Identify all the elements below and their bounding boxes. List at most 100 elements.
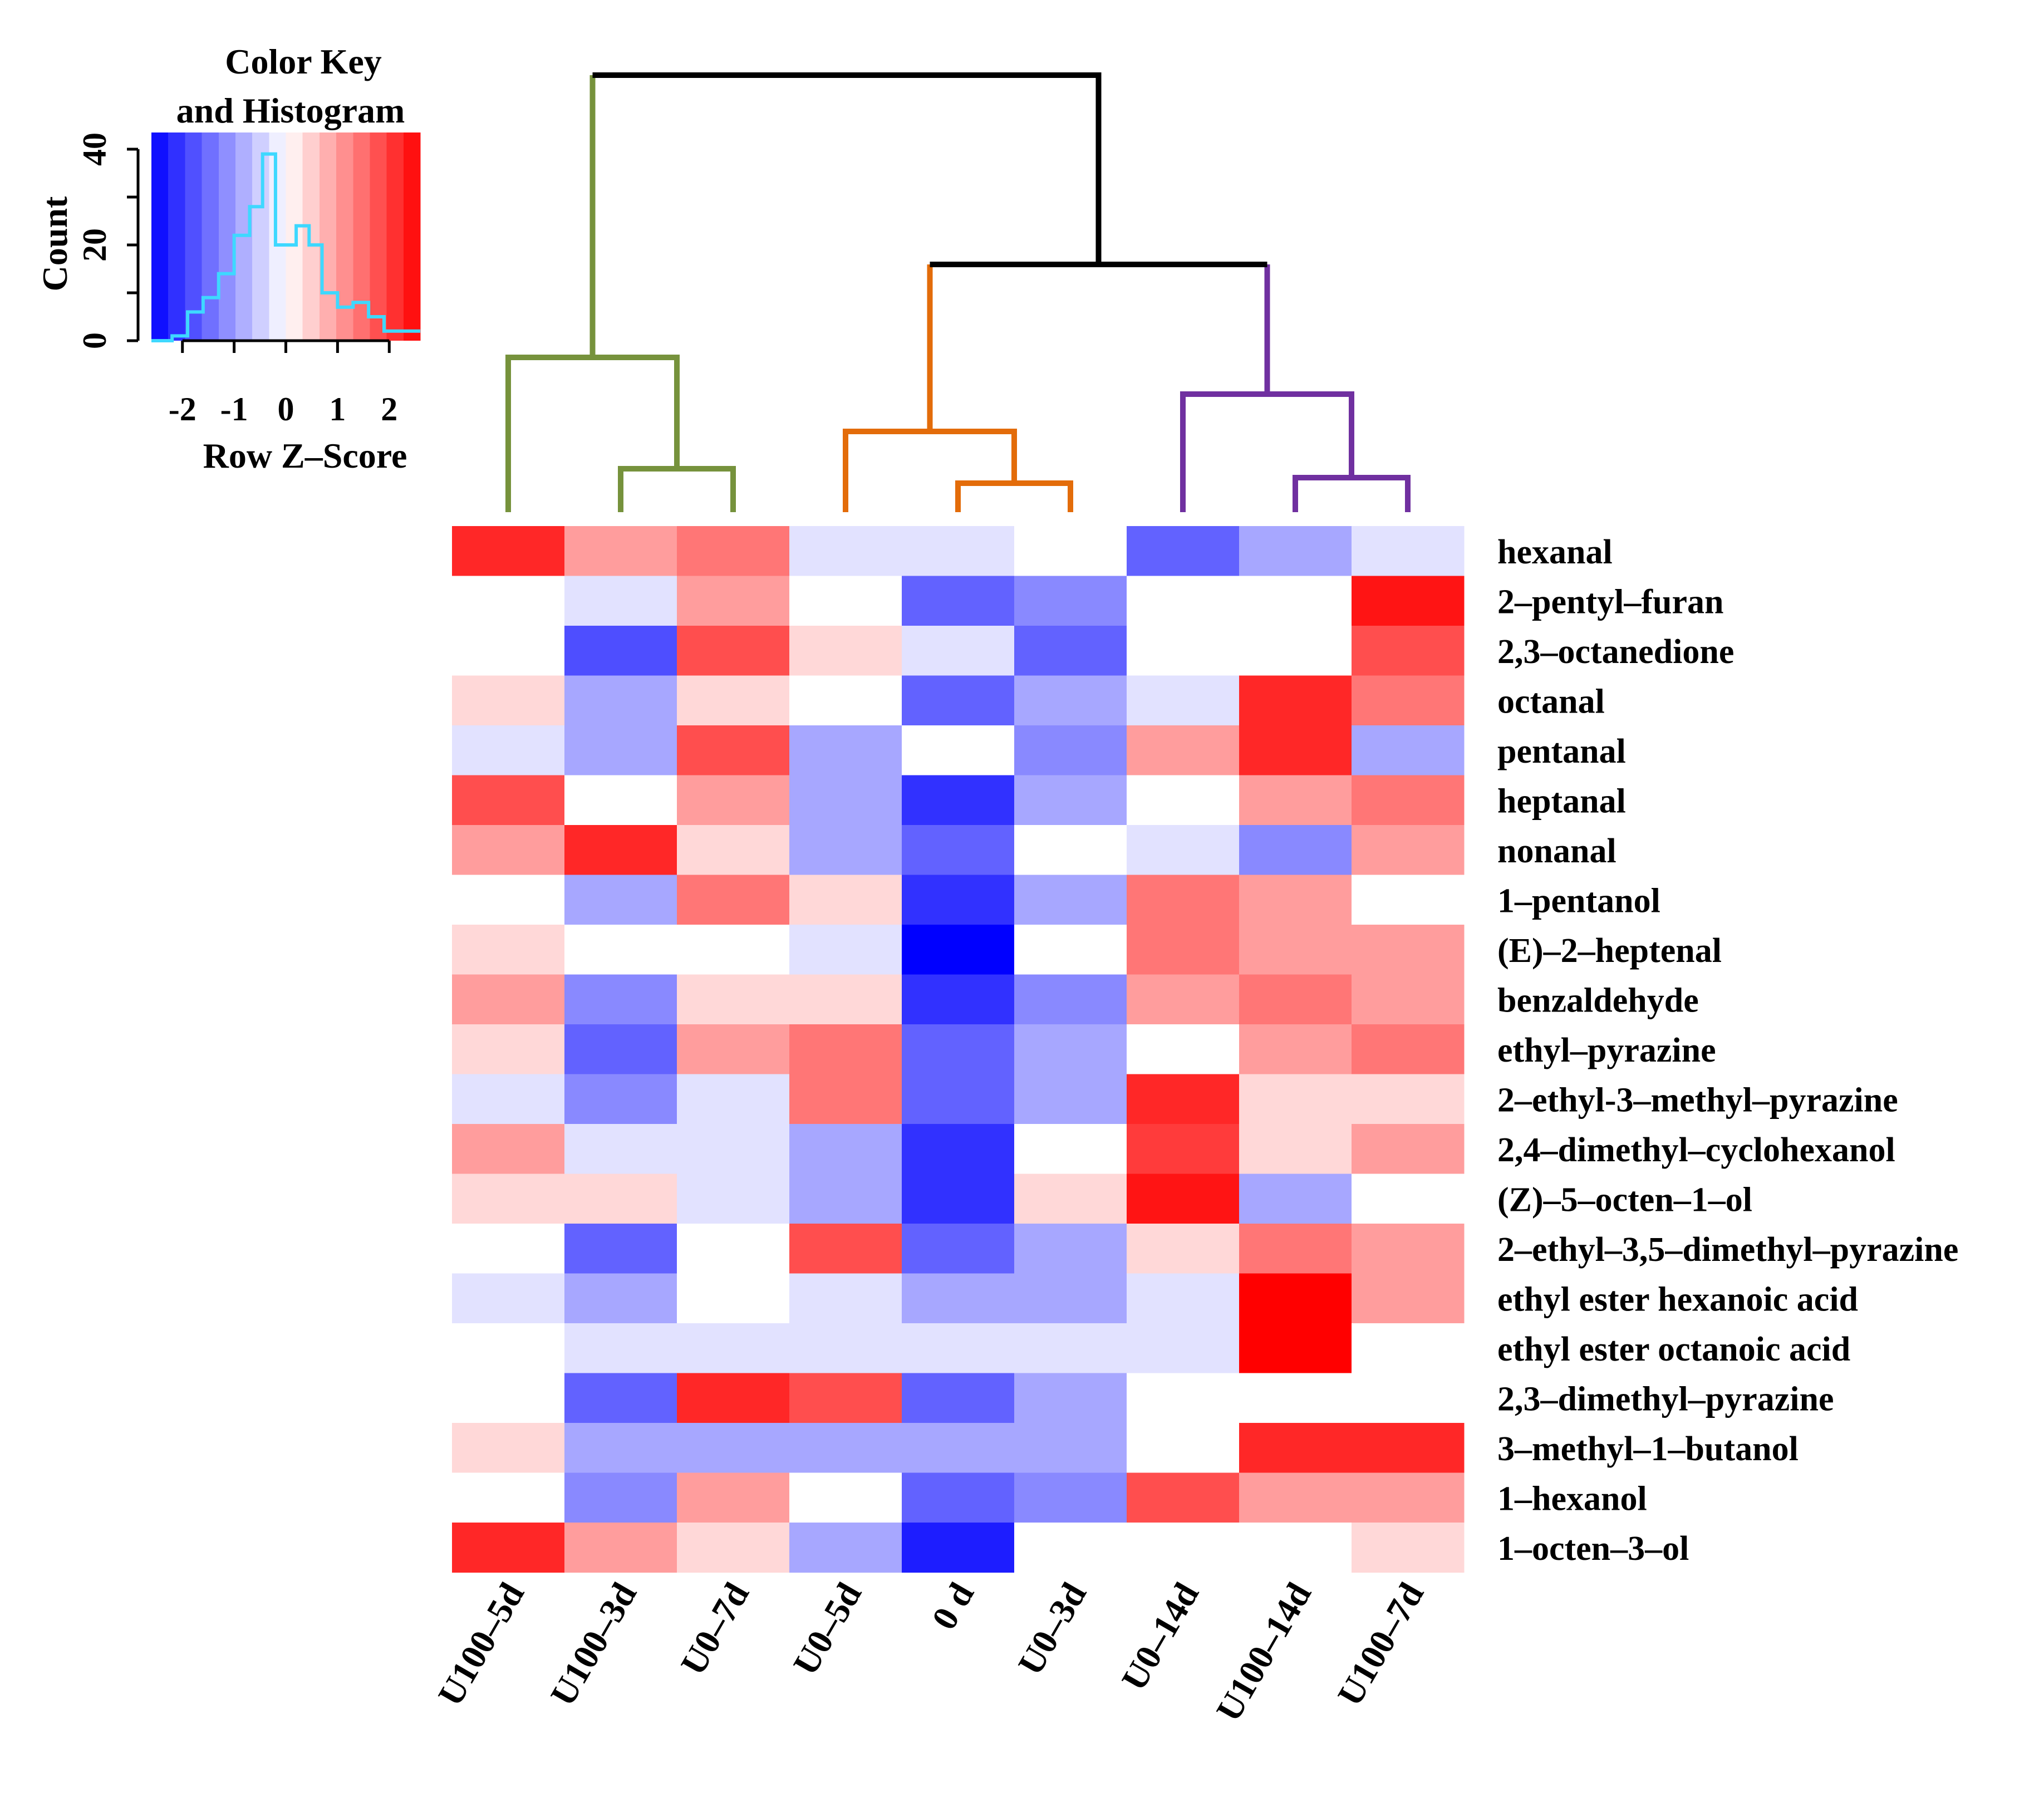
color-key-band <box>336 132 353 341</box>
color-key-histogram <box>151 152 420 342</box>
heatmap-cell <box>1239 1074 1352 1125</box>
heatmap-cell <box>1352 1472 1465 1523</box>
row-label: heptanal <box>1497 782 1626 820</box>
column-label: U100–7d <box>1330 1576 1431 1712</box>
color-key-band <box>286 132 303 341</box>
row-label: pentanal <box>1497 733 1626 770</box>
color-key-xtick-label: 0 <box>278 391 294 428</box>
heatmap-cell <box>1239 1523 1352 1573</box>
heatmap-cell <box>564 675 677 726</box>
heatmap-cell <box>564 1224 677 1274</box>
row-label: 2,4–dimethyl–cyclohexanol <box>1497 1131 1895 1169</box>
heatmap-cell <box>902 775 1015 826</box>
heatmap-cell <box>564 526 677 576</box>
heatmap-cell <box>564 1423 677 1473</box>
row-label: 2,3–octanedione <box>1497 633 1734 671</box>
heatmap-cell <box>1239 1024 1352 1074</box>
column-label: U100–3d <box>543 1576 644 1712</box>
heatmap-cell <box>789 875 902 925</box>
heatmap-cell <box>789 1423 902 1473</box>
heatmap-cell <box>1127 1373 1240 1423</box>
heatmap-cell <box>1352 1423 1465 1473</box>
color-key-band <box>252 132 269 341</box>
heatmap-cell <box>902 1173 1015 1224</box>
heatmap-cell <box>677 725 790 775</box>
heatmap-cell <box>1014 675 1127 726</box>
heatmap-cell <box>1352 526 1465 576</box>
heatmap-cell <box>1239 675 1352 726</box>
color-key-xtick-label: 2 <box>381 391 397 428</box>
heatmap-cell <box>902 1523 1015 1573</box>
column-dendrogram <box>505 72 1411 512</box>
color-key-ylabel: Count <box>35 196 75 291</box>
heatmap-cell <box>902 974 1015 1025</box>
heatmap-cell <box>452 1273 565 1324</box>
heatmap-cell <box>1127 1124 1240 1174</box>
heatmap-cell <box>677 1523 790 1573</box>
heatmap-cell <box>1352 626 1465 676</box>
heatmap-cell <box>564 1323 677 1373</box>
heatmap-cell <box>1239 1273 1352 1324</box>
heatmap-cell <box>452 725 565 775</box>
heatmap-cell <box>1127 725 1240 775</box>
heatmap-cell <box>677 1423 790 1473</box>
heatmap-cell <box>452 1224 565 1274</box>
heatmap-cell <box>1014 1373 1127 1423</box>
heatmap-cell <box>1352 1124 1465 1174</box>
heatmap-cell <box>1127 675 1240 726</box>
heatmap-cell <box>789 825 902 875</box>
heatmap-cell <box>1352 725 1465 775</box>
heatmap-cell <box>452 675 565 726</box>
heatmap-cell <box>1127 526 1240 576</box>
heatmap-cell <box>1014 875 1127 925</box>
color-key-band <box>151 132 169 341</box>
heatmap-cell <box>564 626 677 676</box>
row-label: benzaldehyde <box>1497 981 1699 1019</box>
heatmap-cell <box>1239 576 1352 626</box>
heatmap-cell <box>677 626 790 676</box>
color-key-gradient <box>151 132 421 341</box>
column-label: U0–3d <box>1010 1576 1094 1681</box>
heatmap-cell <box>1239 725 1352 775</box>
heatmap-cell <box>1127 576 1240 626</box>
heatmap-cell <box>1127 974 1240 1025</box>
heatmap-cell <box>1352 576 1465 626</box>
heatmap-cell <box>1127 875 1240 925</box>
heatmap-cell <box>902 675 1015 726</box>
color-key-band <box>319 132 337 341</box>
heatmap-cell <box>902 576 1015 626</box>
heatmap-cell <box>1239 1373 1352 1423</box>
column-label: U0–7d <box>673 1576 756 1681</box>
row-label: 3–methyl–1–butanol <box>1497 1430 1799 1468</box>
heatmap-cell <box>677 1472 790 1523</box>
heatmap-cell <box>677 775 790 826</box>
dendrogram-link <box>843 429 1017 512</box>
heatmap-cell <box>1239 825 1352 875</box>
heatmap-cell <box>564 576 677 626</box>
color-key-ytick-label: 40 <box>76 132 113 166</box>
row-label: (Z)–5–octen–1–ol <box>1497 1181 1752 1219</box>
heatmap-cell <box>452 1472 565 1523</box>
row-label: octanal <box>1497 682 1605 720</box>
heatmap-cell <box>1352 1273 1465 1324</box>
heatmap-cell <box>677 1173 790 1224</box>
heatmap-cell <box>1014 1074 1127 1125</box>
heatmap-cell <box>677 576 790 626</box>
heatmap-cell <box>1239 1323 1352 1373</box>
heatmap-cell <box>902 1472 1015 1523</box>
heatmap-cell <box>564 1273 677 1324</box>
heatmap-cell <box>902 1273 1015 1324</box>
heatmap-cell <box>564 875 677 925</box>
heatmap-cell <box>1014 1124 1127 1174</box>
heatmap-cell <box>452 1323 565 1373</box>
heatmap-cell <box>452 875 565 925</box>
row-label: 2–ethyl-3–methyl–pyrazine <box>1497 1081 1898 1119</box>
heatmap-cell <box>677 675 790 726</box>
heatmap-cell <box>902 725 1015 775</box>
heatmap-cell <box>789 1273 902 1324</box>
color-key-band <box>386 132 404 341</box>
heatmap-cell <box>789 1523 902 1573</box>
